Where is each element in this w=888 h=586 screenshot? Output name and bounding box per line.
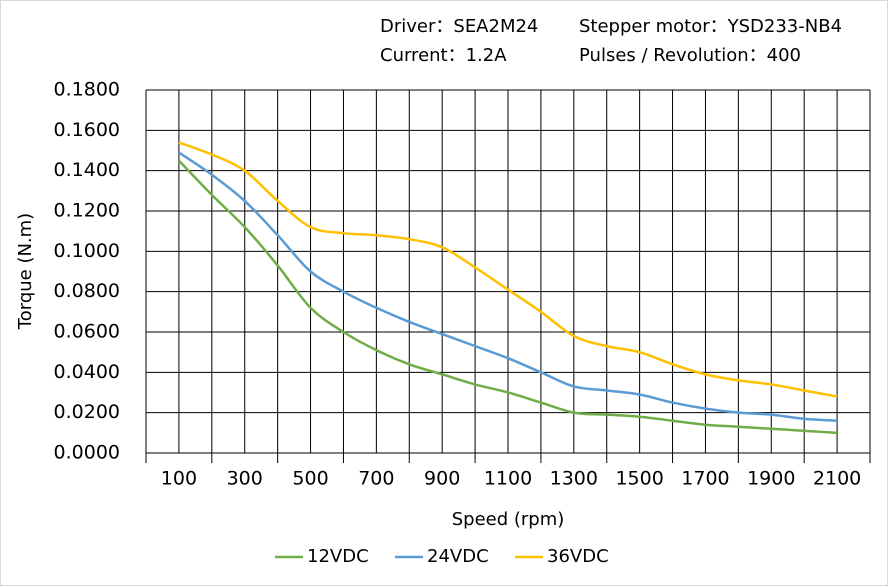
x-tick-label: 700 xyxy=(358,468,394,490)
x-axis-label: Speed (rpm) xyxy=(452,509,565,530)
series-line xyxy=(178,141,838,398)
y-tick-label: 0.0000 xyxy=(54,442,120,464)
legend-label: 36VDC xyxy=(547,546,609,567)
x-tick-label: 1300 xyxy=(550,468,598,490)
header-text: Current：1.2A xyxy=(380,45,507,66)
header-text: Pulses / Revolution：400 xyxy=(579,45,801,66)
x-tick-label: 2100 xyxy=(813,468,861,490)
x-tick-label: 1100 xyxy=(484,468,532,490)
legend-label: 24VDC xyxy=(427,546,489,567)
x-tick-label: 500 xyxy=(292,468,328,490)
y-axis-label: Torque (N.m) xyxy=(15,213,36,330)
series-line xyxy=(178,159,838,435)
header-text: Driver：SEA2M24 xyxy=(380,16,538,37)
y-tick-label: 0.0200 xyxy=(54,401,120,423)
y-tick-label: 0.1000 xyxy=(54,240,120,262)
header-text: Stepper motor：YSD233-NB4 xyxy=(579,16,842,37)
x-tick-label: 1700 xyxy=(681,468,729,490)
y-tick-label: 0.1400 xyxy=(54,159,120,181)
y-tick-label: 0.0600 xyxy=(54,321,120,343)
x-tick-label: 100 xyxy=(161,468,197,490)
y-tick-label: 0.1600 xyxy=(54,119,120,141)
x-tick-label: 300 xyxy=(227,468,263,490)
x-tick-label: 1500 xyxy=(615,468,663,490)
y-tick-label: 0.0400 xyxy=(54,361,120,383)
y-tick-label: 0.1200 xyxy=(54,200,120,222)
series-line xyxy=(178,151,838,422)
y-tick-label: 0.0800 xyxy=(54,280,120,302)
y-tick-label: 0.1800 xyxy=(54,79,120,101)
x-tick-label: 900 xyxy=(424,468,460,490)
x-tick-label: 1900 xyxy=(747,468,795,490)
legend-label: 12VDC xyxy=(307,546,369,567)
